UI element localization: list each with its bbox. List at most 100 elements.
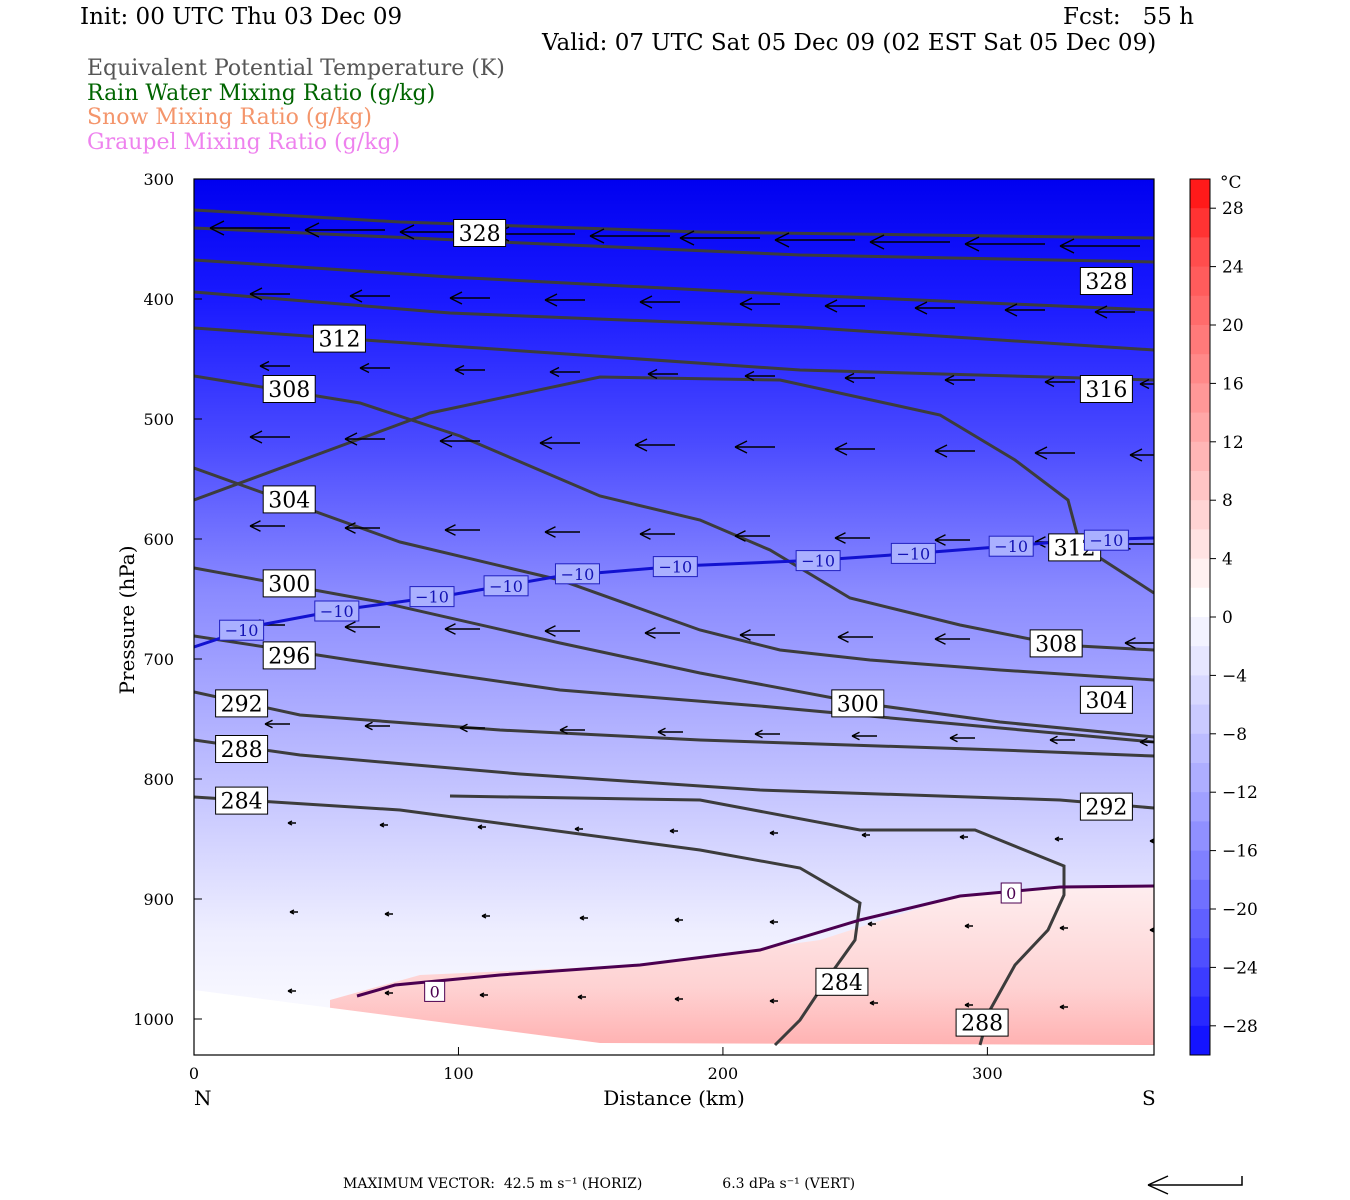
isotherm-label-box — [409, 586, 455, 608]
contour-labels: 3283283123163083043123003082963043002922… — [215, 219, 1133, 1037]
wind-vector — [834, 532, 870, 544]
axes: 300 400 500 600 700 800 900 1000 0 100 200 300 Dista… — [115, 170, 1156, 1110]
wind-vector — [1054, 836, 1063, 842]
theta-e-label: 312 — [318, 328, 360, 353]
theta-e-label-box — [262, 641, 316, 670]
isotherm-label: −10 — [658, 558, 692, 577]
wind-vector — [1149, 838, 1154, 844]
left-end-label: N — [194, 1086, 212, 1110]
isotherm-label-box — [424, 980, 446, 1002]
colorbar-cell — [1190, 733, 1210, 764]
colorbar-cell — [1190, 850, 1210, 881]
theta-e-line — [194, 258, 1154, 312]
wind-vector — [481, 913, 490, 919]
plot-frame — [193, 178, 1155, 1056]
wind-vector — [851, 731, 877, 741]
wind-vector — [1059, 925, 1068, 931]
wind-vector — [449, 291, 490, 305]
terrain-edge — [194, 990, 1154, 1055]
wind-vector — [289, 909, 298, 915]
colorbar-tick-label: 24 — [1222, 258, 1244, 278]
wind-vector — [344, 432, 385, 446]
colorbar-tick-label: −4 — [1222, 666, 1247, 686]
theta-e-line — [194, 738, 1154, 810]
theta-e-label-box — [312, 324, 366, 353]
colorbar-cell — [1190, 967, 1210, 998]
y-tick-label: 700 — [143, 650, 174, 669]
wind-vector — [1094, 305, 1135, 319]
isotherm-label-box — [219, 619, 265, 641]
theta-e-label-box — [831, 689, 885, 718]
wind-vector — [249, 430, 290, 444]
wind-vector — [861, 832, 870, 838]
wind-vector — [964, 1002, 973, 1008]
theta-e-line — [449, 794, 1066, 1046]
wind-vector — [364, 721, 390, 731]
wind-vector — [1139, 737, 1154, 747]
theta-e-label: 304 — [1085, 689, 1127, 714]
isotherm-label: 0 — [430, 982, 440, 1001]
wind-vector — [454, 364, 485, 376]
wind-vector — [679, 230, 760, 246]
wind-vector — [574, 826, 583, 832]
theta-e-line — [194, 290, 1154, 352]
theta-e-label: 328 — [459, 222, 501, 247]
isotherm-label-box — [652, 556, 698, 578]
wind-vector — [744, 370, 775, 382]
wind-vector — [287, 820, 296, 826]
theta-e-label-box — [815, 967, 869, 996]
wind-vector — [264, 719, 290, 729]
wind-vector — [669, 828, 678, 834]
wind-vector — [459, 723, 485, 733]
wind-vector — [539, 436, 580, 450]
theta-e-label: 304 — [268, 488, 310, 513]
theta-e-line — [194, 466, 1154, 682]
wind-vectors — [209, 220, 1154, 1010]
wind-vector — [844, 372, 875, 384]
wind-vector — [1034, 446, 1075, 460]
theta-e-label-box — [262, 485, 316, 514]
theta-e-line — [194, 226, 1154, 264]
theta-e-label-box — [955, 1008, 1009, 1037]
wind-vector — [577, 994, 586, 1000]
colorbar-tick-label: −24 — [1222, 958, 1258, 978]
colorbar-cell — [1190, 792, 1210, 822]
colorbar-cell — [1190, 909, 1210, 939]
wind-vector — [1124, 637, 1154, 649]
theta-e-label-box — [1079, 792, 1133, 821]
max-vector-horiz: 42.5 m s⁻¹ (HORIZ) — [503, 1176, 643, 1192]
isotherm-label: 0 — [1006, 884, 1016, 903]
theta-e-label: 300 — [268, 572, 310, 597]
y-tick-label: 1000 — [133, 1010, 174, 1029]
colorbar-cell — [1190, 441, 1210, 472]
wind-vector — [344, 522, 380, 534]
colorbar-cell — [1190, 704, 1210, 735]
colorbar-cell — [1190, 879, 1210, 910]
colorbar-cell — [1190, 412, 1210, 443]
wind-vector — [544, 293, 585, 307]
wind-vector — [384, 990, 393, 996]
y-tick-label: 900 — [143, 890, 174, 909]
x-tick-label: 0 — [189, 1064, 199, 1083]
isotherm-label-box — [483, 575, 529, 597]
field-label-snow: Snow Mixing Ratio (g/kg) — [87, 105, 372, 130]
theta-e-label: 316 — [1085, 378, 1127, 403]
theta-e-label-box — [1029, 629, 1083, 658]
colorbar-cell — [1190, 996, 1210, 1027]
colorbar-cell — [1190, 821, 1210, 852]
colorbar-cell — [1190, 179, 1210, 209]
wind-vector — [837, 631, 873, 643]
theta-e-label-box — [1079, 375, 1133, 403]
theta-e-label: 328 — [1085, 270, 1127, 295]
wind-vector — [477, 824, 486, 830]
wind-vector — [964, 923, 973, 929]
wind-vector — [589, 228, 670, 244]
theta-e-label: 296 — [268, 644, 310, 669]
wind-vector — [934, 444, 975, 458]
x-tick-label: 300 — [972, 1064, 1003, 1083]
wind-vector — [964, 236, 1045, 252]
reference-arrow — [1147, 1175, 1243, 1195]
theta-e-label-box — [215, 786, 269, 815]
wind-vector — [914, 301, 955, 315]
